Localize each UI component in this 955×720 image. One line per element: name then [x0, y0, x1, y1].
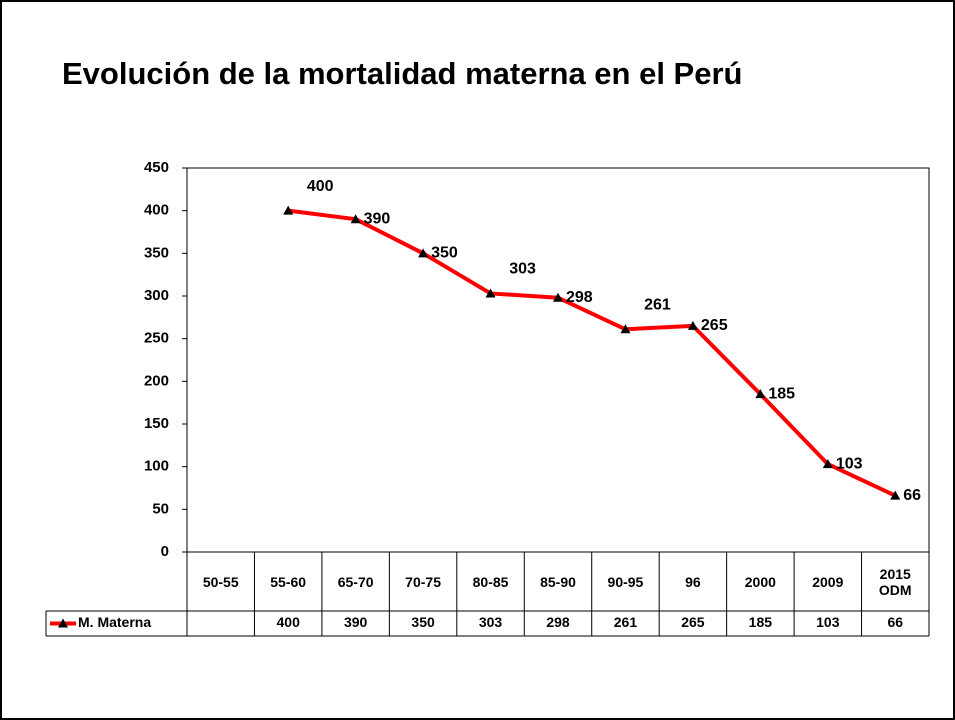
x-tick-label: 2000 [744, 573, 776, 590]
y-tick-label: 450 [144, 159, 169, 176]
y-tick-label: 50 [152, 500, 169, 517]
table-value: 66 [887, 614, 903, 630]
chart-title: Evolución de la mortalidad materna en el… [62, 56, 742, 91]
y-tick-label: 150 [144, 415, 169, 432]
data-label: 350 [431, 245, 458, 262]
x-tick-label: 70-75 [405, 573, 441, 590]
data-label: 298 [566, 289, 593, 306]
legend-marker [58, 618, 68, 628]
x-tick-label: 55-60 [270, 573, 307, 590]
y-tick-label: 400 [144, 202, 169, 219]
data-label: 390 [364, 210, 391, 227]
table-value: 103 [816, 614, 840, 630]
x-tick-label: 80-85 [472, 573, 509, 590]
table-value: 265 [681, 614, 705, 630]
x-tick-label: 90-95 [607, 573, 644, 590]
y-tick-label: 0 [161, 543, 169, 560]
table-value: 185 [749, 614, 773, 630]
y-tick-label: 300 [144, 287, 169, 304]
line [287, 208, 897, 498]
legend-label: M. Materna [78, 614, 151, 630]
table-value: 261 [614, 614, 638, 630]
y-tick-label: 250 [144, 330, 169, 347]
x-tick-label: 2015 ODM [878, 565, 912, 598]
y-tick-label: 350 [144, 244, 169, 261]
table-value: 400 [277, 614, 301, 630]
data-label: 303 [509, 261, 536, 278]
x-tick-label: 96 [685, 573, 701, 590]
y-tick-label: 100 [144, 458, 169, 475]
marker [283, 205, 294, 215]
x-tick-label: 50-55 [202, 573, 239, 590]
table-value: 350 [411, 614, 435, 630]
data-label: 66 [903, 487, 921, 504]
table-value: 303 [479, 614, 503, 630]
marker [620, 324, 631, 334]
marker [890, 490, 901, 500]
marker [553, 292, 563, 302]
data-label: 185 [768, 385, 795, 402]
table-value: 390 [344, 614, 368, 630]
x-tick-label: 65-70 [337, 573, 374, 590]
marker [755, 389, 766, 399]
marker [418, 248, 429, 258]
plot-area [186, 167, 930, 553]
marker [822, 459, 833, 469]
x-tick-label: 2009 [812, 573, 844, 590]
data-label: 103 [836, 455, 863, 472]
data-label: 261 [644, 296, 671, 313]
marker [350, 214, 361, 224]
table-value: 298 [546, 614, 570, 630]
data-label: 265 [701, 317, 728, 334]
data-label: 400 [307, 178, 334, 195]
marker [687, 320, 698, 330]
y-tick-label: 200 [144, 372, 169, 389]
x-tick-label: 85-90 [540, 573, 576, 590]
marker [485, 288, 496, 298]
